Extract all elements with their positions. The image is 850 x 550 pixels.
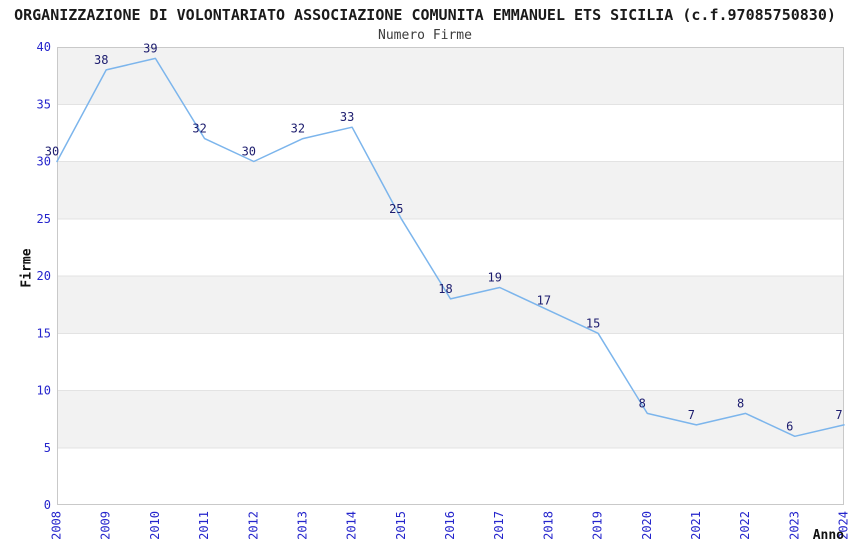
data-label: 7 (835, 408, 842, 422)
x-axis-title: Anno (812, 528, 844, 543)
x-tick-label: 2016 (443, 511, 457, 540)
data-label: 25 (389, 202, 403, 216)
y-tick-label: 40 (37, 40, 51, 54)
data-label: 38 (94, 53, 108, 67)
x-tick-label: 2018 (541, 511, 555, 540)
x-tick-label: 2023 (787, 511, 801, 540)
y-tick-label: 10 (37, 384, 51, 398)
y-tick-label: 0 (44, 498, 51, 512)
x-tick-label: 2015 (394, 511, 408, 540)
data-label: 7 (688, 408, 695, 422)
y-axis-title: Firme (19, 248, 35, 288)
data-label: 30 (242, 145, 256, 159)
x-tick-label: 2022 (738, 511, 752, 540)
plot-band (57, 47, 844, 105)
data-label: 32 (291, 122, 305, 136)
x-tick-label: 2020 (640, 511, 654, 540)
data-label: 18 (438, 282, 452, 296)
x-tick-label: 2021 (689, 511, 703, 540)
x-tick-label: 2014 (345, 511, 359, 540)
data-label: 8 (737, 396, 744, 410)
series-line (56, 57, 845, 438)
x-tick-label: 2024 (837, 511, 850, 540)
plot-band (57, 276, 844, 334)
data-label: 33 (340, 110, 354, 124)
plot-band (57, 390, 844, 448)
x-tick-label: 2009 (99, 511, 113, 540)
y-tick-label: 25 (37, 212, 51, 226)
y-tick-label: 35 (37, 97, 51, 111)
data-label: 19 (487, 271, 501, 285)
plot-border (57, 47, 844, 505)
data-label: 17 (537, 293, 551, 307)
x-tick-label: 2010 (148, 511, 162, 540)
y-tick-label: 5 (44, 441, 51, 455)
data-label: 32 (192, 122, 206, 136)
chart-title: ORGANIZZAZIONE DI VOLONTARIATO ASSOCIAZI… (14, 6, 836, 24)
data-label: 39 (143, 41, 157, 55)
data-label: 15 (586, 316, 600, 330)
chart-subtitle: Numero Firme (378, 28, 472, 43)
y-tick-label: 30 (37, 155, 51, 169)
x-tick-label: 2017 (492, 511, 506, 540)
x-tick-label: 2011 (197, 511, 211, 540)
x-tick-label: 2013 (295, 511, 309, 540)
y-tick-label: 20 (37, 269, 51, 283)
data-label: 8 (639, 396, 646, 410)
y-tick-label: 15 (37, 326, 51, 340)
x-tick-label: 2008 (50, 511, 64, 540)
x-tick-label: 2012 (246, 511, 260, 540)
x-tick-label: 2019 (591, 511, 605, 540)
data-label: 6 (786, 419, 793, 433)
data-label: 30 (45, 145, 59, 159)
plot-band (57, 161, 844, 219)
